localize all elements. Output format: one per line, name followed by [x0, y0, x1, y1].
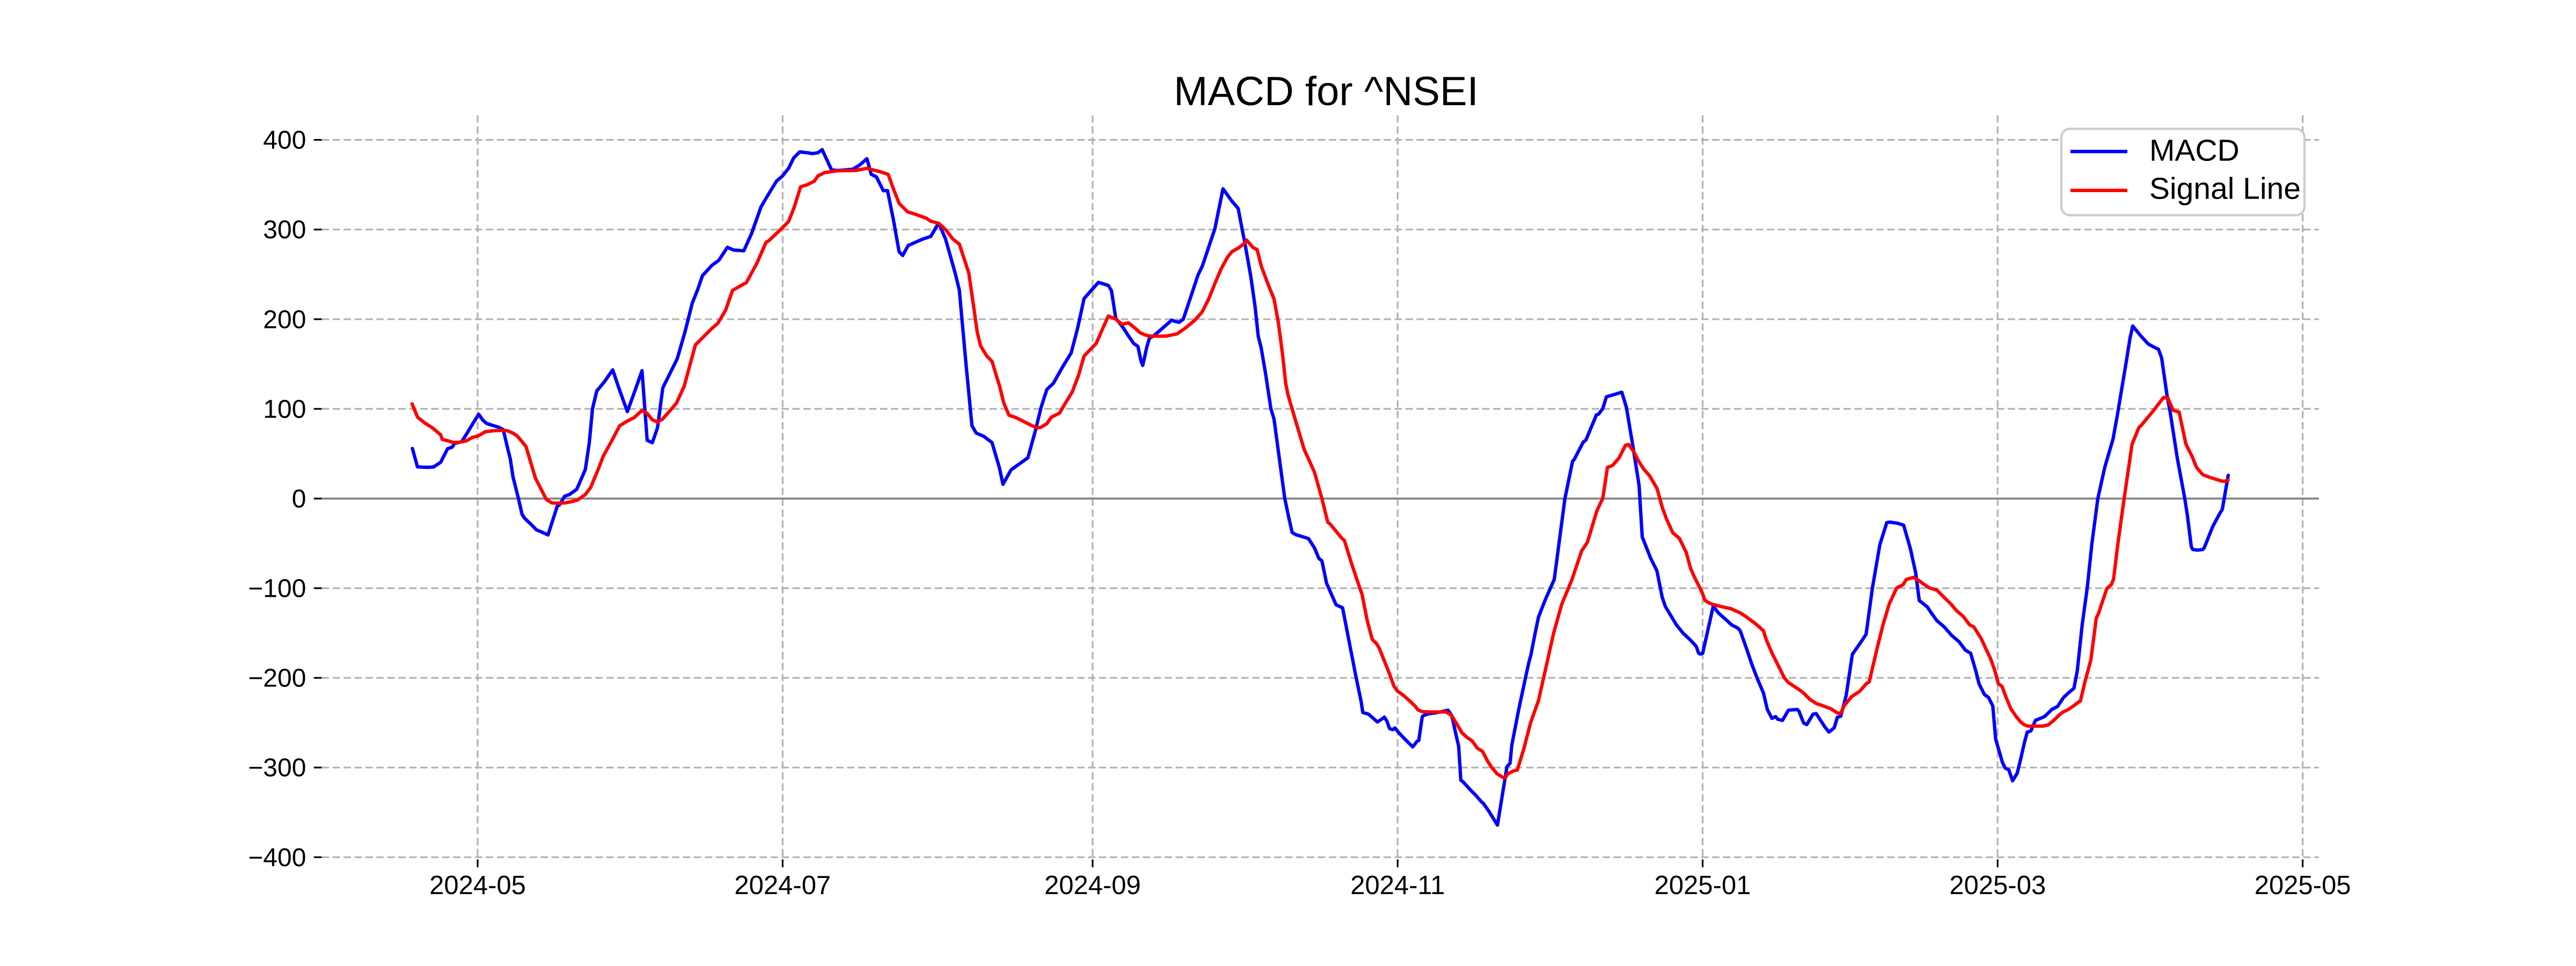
svg-text:MACD for ^NSEI: MACD for ^NSEI: [1174, 69, 1479, 114]
svg-text:0: 0: [292, 485, 306, 514]
svg-text:100: 100: [263, 395, 306, 423]
svg-text:MACD: MACD: [2149, 134, 2240, 168]
svg-text:2025-05: 2025-05: [2255, 871, 2351, 900]
svg-text:2024-09: 2024-09: [1044, 871, 1141, 900]
svg-text:400: 400: [263, 126, 306, 155]
svg-text:−400: −400: [248, 844, 306, 872]
svg-text:2024-07: 2024-07: [734, 871, 831, 900]
svg-text:2024-05: 2024-05: [429, 871, 526, 900]
svg-text:2024-11: 2024-11: [1350, 871, 1445, 900]
svg-text:2025-03: 2025-03: [1949, 871, 2046, 900]
svg-text:2025-01: 2025-01: [1655, 871, 1751, 900]
svg-text:−200: −200: [248, 664, 306, 693]
svg-text:Signal Line: Signal Line: [2149, 172, 2301, 206]
svg-text:300: 300: [263, 216, 306, 244]
svg-text:−300: −300: [248, 754, 306, 782]
svg-text:200: 200: [263, 305, 306, 334]
svg-text:−100: −100: [248, 575, 306, 603]
